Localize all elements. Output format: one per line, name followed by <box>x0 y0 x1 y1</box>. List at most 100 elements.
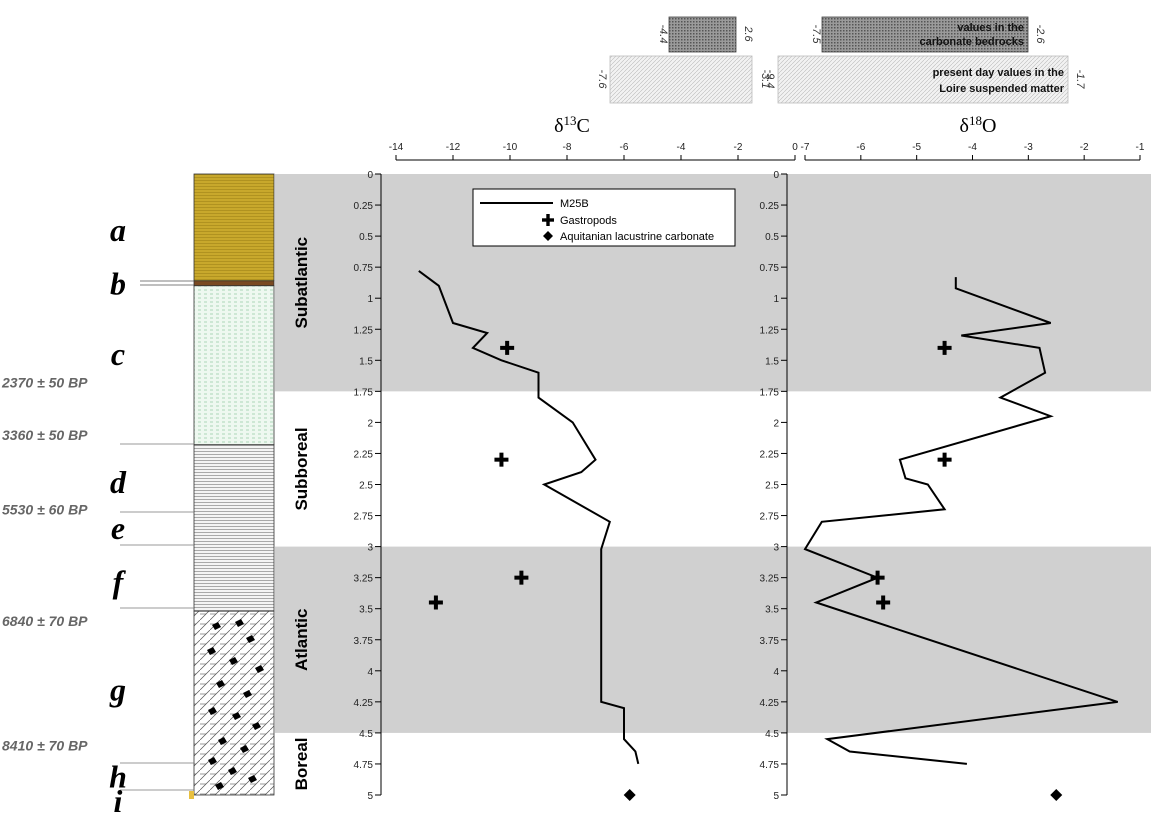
d13c-series-m25b-line <box>418 270 640 765</box>
d13c-gastropod-point <box>500 340 515 355</box>
d18o-y-tick-label: 3.25 <box>760 574 780 585</box>
ref-bar-o18-loire-label-1: present day values in the <box>933 67 1064 79</box>
d13c-y-tick-label: 2.75 <box>354 512 374 523</box>
d18o-y-tick-label: 4.5 <box>765 729 779 740</box>
d18o-y-tick-label: 0.25 <box>760 201 780 212</box>
ref-bar-o18-bedrock-label-1: values in the <box>957 22 1024 34</box>
period-bands <box>275 174 1151 733</box>
period-label-subatlantic: Subatlantic <box>292 237 311 329</box>
d13c-gastropod-point <box>514 570 529 585</box>
d13c-y-tick-label: 1.25 <box>354 325 374 336</box>
d13c-y-tick-label: 4 <box>367 667 373 678</box>
column-clast <box>228 767 237 775</box>
d18o-x-tick-label: -4 <box>968 142 977 153</box>
d18o-y-tick-label: 2.75 <box>760 512 780 523</box>
d18o-panel: -7 -6 -5 -4 -3 -2 -1 0 0.25 0.5 0.75 1 1.25 1.5 1.75 2 2… <box>760 142 1145 802</box>
ref-bar-o18-loire <box>777 55 1069 104</box>
ref-bar-c13-bedrock <box>668 16 737 53</box>
d18o-y-tick-label: 3.75 <box>760 636 780 647</box>
column-clast <box>208 707 217 715</box>
d18o-y-tick-label: 2.25 <box>760 449 780 460</box>
period-label-boreal: Boreal <box>292 737 311 790</box>
d18o-axis-title: δ18O <box>960 113 997 137</box>
d13c-y-tick-label: 1.5 <box>359 356 373 367</box>
period-labels: Subatlantic Subboreal Atlantic Boreal <box>292 237 311 791</box>
d18o-y-tick-label: 5 <box>773 791 779 802</box>
d13c-x-tick-label: -12 <box>446 142 461 153</box>
d18o-aquitanian-point <box>1050 789 1063 801</box>
column-clast <box>252 722 261 730</box>
column-clast <box>232 712 241 720</box>
d13c-y-tick-label: 1.75 <box>354 387 374 398</box>
unit-letter-e: e <box>111 510 125 546</box>
column-clast <box>255 665 264 673</box>
d18o-y-tick-label: 0.75 <box>760 263 780 274</box>
date-label: 6840 ± 70 BP <box>2 613 88 629</box>
period-label-atlantic: Atlantic <box>292 609 311 671</box>
d18o-series-m25b-line <box>803 277 1119 765</box>
d13c-gastropod-point <box>428 595 443 610</box>
period-band-atlantic <box>275 546 1151 733</box>
d18o-x-tick-label: -2 <box>1080 142 1089 153</box>
date-label: 8410 ± 70 BP <box>2 737 88 753</box>
ref-bar-o18-loire-label-2: Loire suspended matter <box>939 83 1064 95</box>
column-layer-a <box>193 173 275 282</box>
d13c-y-tick-label: 0.5 <box>359 232 373 243</box>
d13c-aquitanian-point <box>623 789 636 801</box>
stratigraphic-column <box>120 173 275 799</box>
d18o-x-tick-label: -5 <box>912 142 921 153</box>
d13c-y-tick-label: 3.5 <box>359 605 373 616</box>
column-layer-g-h <box>193 610 275 796</box>
d18o-y-tick-label: 3.5 <box>765 605 779 616</box>
unit-letter-b: b <box>110 265 126 301</box>
ref-bar-c13-bedrock-max: 2.6 <box>742 25 754 42</box>
column-clast <box>240 745 249 753</box>
legend-diamond-swatch <box>543 231 553 241</box>
d13c-y-tick-label: 0.25 <box>354 201 374 212</box>
ref-bar-c13-bedrock-min: -4.4 <box>657 25 669 44</box>
ref-bar-c13-loire <box>609 55 753 104</box>
unit-letter-f: f <box>113 563 127 599</box>
column-clast <box>246 635 255 643</box>
column-clast <box>235 619 244 627</box>
column-clast <box>218 737 227 745</box>
d18o-y-tick-label: 4 <box>773 667 779 678</box>
unit-letter-a: a <box>110 212 126 248</box>
legend-label-aquitanian: Aquitanian lacustrine carbonate <box>560 231 714 243</box>
column-clast <box>208 757 217 765</box>
d13c-y-tick-label: 2.25 <box>354 449 374 460</box>
column-clast <box>243 690 252 698</box>
d13c-panel: -14 -12 -10 -8 -6 -4 -2 0 0 0.25 0.5 0.75 1 1.25 1.5 1.… <box>354 142 799 802</box>
unit-letters: abc def g hi <box>109 212 127 814</box>
d13c-axis-title: δ13C <box>554 113 590 137</box>
column-clast <box>216 680 225 688</box>
date-label: 2370 ± 50 BP <box>1 375 88 391</box>
d13c-y-tick-label: 3.75 <box>354 636 374 647</box>
reference-bars: -4.4 2.6 -7.6 -3.1 -7.5 -2.6 values in t… <box>596 16 1086 104</box>
unit-letter-g: g <box>109 671 126 707</box>
d18o-y-tick-label: 2.5 <box>765 481 779 492</box>
d13c-gastropod-point <box>494 452 509 467</box>
legend-label-m25b: M25B <box>560 198 589 210</box>
column-clast <box>248 775 257 783</box>
unit-letter-h: h <box>109 758 127 794</box>
d18o-y-tick-label: 2 <box>773 418 779 429</box>
d18o-y-tick-label: 1.5 <box>765 356 779 367</box>
ref-bar-o18-bedrock-max: -2.6 <box>1034 25 1046 45</box>
ref-bar-o18-loire-max: -1.7 <box>1074 70 1086 90</box>
ref-bar-o18-bedrock <box>821 16 1029 53</box>
d13c-y-tick-label: 1 <box>367 294 373 305</box>
d13c-x-tick-label: -2 <box>734 142 743 153</box>
ref-bar-c13-loire-min: -7.6 <box>596 70 608 90</box>
date-label: 3360 ± 50 BP <box>2 427 88 443</box>
column-layer-b <box>193 280 275 287</box>
d18o-y-tick-label: 4.25 <box>760 698 780 709</box>
legend-box <box>472 188 736 247</box>
d13c-y-tick-label: 2.5 <box>359 481 373 492</box>
d13c-y-tick-label: 3.25 <box>354 574 374 585</box>
column-clast <box>215 782 224 790</box>
d18o-y-tick-label: 1.25 <box>760 325 780 336</box>
legend-label-gastropods: Gastropods <box>560 215 617 227</box>
d18o-y-tick-label: 4.75 <box>760 760 780 771</box>
d13c-x-tick-label: 0 <box>792 142 798 153</box>
